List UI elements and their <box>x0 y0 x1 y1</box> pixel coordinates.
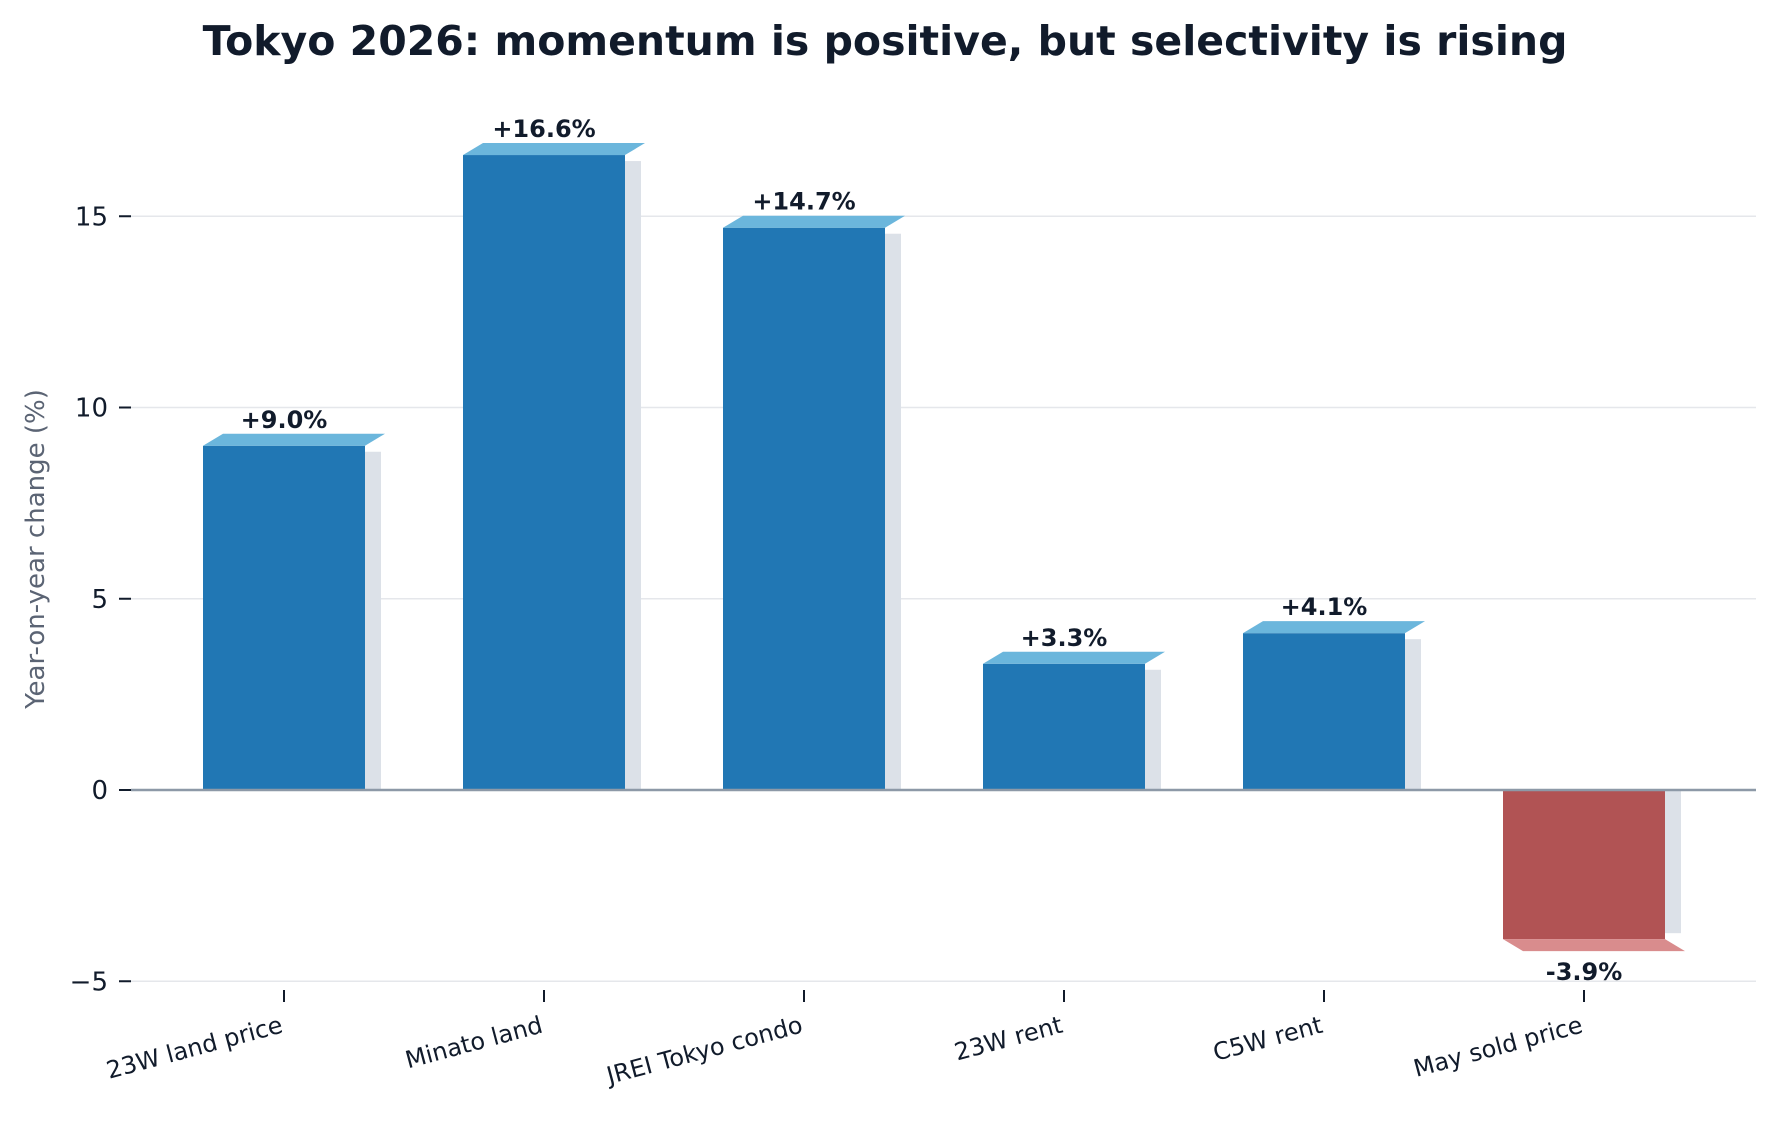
bar-cap <box>1503 939 1685 952</box>
bar-group: -3.9% <box>1503 790 1685 986</box>
data-label: +16.6% <box>492 115 595 143</box>
y-tick-label: 5 <box>91 585 108 615</box>
data-label: -3.9% <box>1546 958 1623 986</box>
bar-group: +4.1% <box>1243 593 1425 790</box>
bars: +9.0% +16.6% +14.7% +3.3% +4.1% -3.9% <box>131 115 1756 986</box>
bar <box>1503 790 1665 940</box>
bar <box>983 663 1145 790</box>
bar-group: +16.6% <box>463 115 645 791</box>
data-label: +3.3% <box>1021 624 1108 652</box>
x-tick-label: 23W land price <box>103 1011 285 1085</box>
bar-cap <box>463 143 645 156</box>
y-axis-label: Year-on-year change (%) <box>21 389 51 710</box>
bar-group: +9.0% <box>203 406 385 790</box>
bar-shadow <box>1665 790 1681 934</box>
x-tick-label: C5W rent <box>1210 1011 1326 1067</box>
bar-shadow <box>1405 639 1421 790</box>
y-tick-label: 0 <box>91 776 108 806</box>
y-tick-label: 10 <box>75 394 108 424</box>
x-tick-label: Minato land <box>402 1011 545 1074</box>
bar-shadow <box>1145 669 1161 790</box>
x-tick-label: 23W rent <box>951 1011 1065 1067</box>
data-label: +14.7% <box>752 188 855 216</box>
bar-group: +14.7% <box>723 188 905 791</box>
y-axis: −5 0 5 10 15 <box>70 202 131 997</box>
bar <box>463 155 625 791</box>
x-axis: 23W land price Minato land JREI Tokyo cond… <box>103 990 1586 1091</box>
bar-cap <box>1243 621 1425 634</box>
bar-group: +3.3% <box>983 624 1165 790</box>
bar-cap <box>203 433 385 446</box>
bar <box>1243 633 1405 790</box>
y-tick-label: −5 <box>70 967 108 997</box>
data-label: +4.1% <box>1281 593 1368 621</box>
data-label: +9.0% <box>241 406 328 434</box>
x-tick-label: May sold price <box>1411 1011 1586 1083</box>
y-tick-label: 15 <box>75 202 108 232</box>
grid-layer <box>131 215 1756 982</box>
bar-shadow <box>365 451 381 790</box>
bar-shadow <box>625 161 641 791</box>
bar-cap <box>983 651 1165 664</box>
x-tick-label: JREI Tokyo condo <box>602 1011 806 1091</box>
chart-title: Tokyo 2026: momentum is positive, but se… <box>203 17 1568 65</box>
bar <box>723 227 885 791</box>
bar-shadow <box>885 233 901 791</box>
bar <box>203 445 365 790</box>
bar-cap <box>723 215 905 228</box>
